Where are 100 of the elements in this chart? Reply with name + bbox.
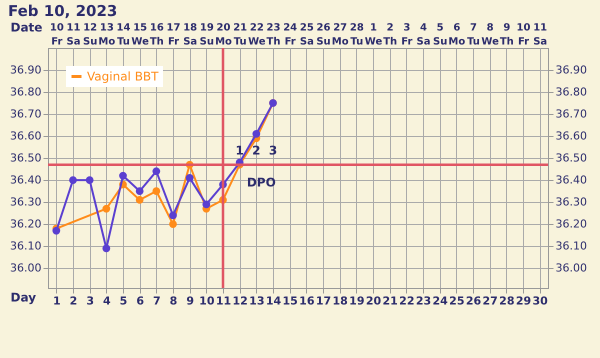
y-tick-label: 36.80 [10, 86, 42, 99]
y-tick-label: 36.20 [10, 218, 42, 231]
y-tick-label: 36.90 [10, 64, 42, 77]
x-tick-label: 17 [316, 294, 332, 308]
x2-tick-label: 23 Th [266, 22, 280, 48]
point [169, 220, 177, 228]
y-tick-label: 36.50 [10, 152, 42, 165]
x-tick-label: 10 [199, 294, 215, 308]
x-tick-label: 30 [532, 294, 548, 308]
x-tick-label: 24 [432, 294, 448, 308]
y2-tick-label: 36.40 [556, 174, 587, 187]
x-tick-label: 14 [266, 294, 282, 308]
y-tick-label: 36.40 [10, 174, 42, 187]
y2-tick-label: 36.00 [556, 262, 587, 275]
y-tick-label: 36.00 [10, 262, 42, 275]
x2-tick-label: 18 Sa [183, 22, 198, 48]
x2-tick-label: 8 We [481, 22, 500, 48]
x-tick-label: 6 [136, 294, 144, 308]
x2-tick-label: 2 Th [383, 22, 398, 48]
x2-tick-label: 11 Sa [66, 22, 80, 48]
point [152, 187, 160, 195]
x-tick-label: 7 [153, 294, 161, 308]
point [52, 226, 60, 235]
x-tick-label: 1 [53, 294, 61, 308]
point [186, 174, 194, 182]
x2-tick-label: 24 Fr [283, 22, 298, 48]
point [136, 187, 144, 195]
annotation: 2 [252, 144, 261, 158]
x-tick-label: 19 [349, 294, 364, 308]
x-tick-label: 29 [516, 294, 532, 308]
x2-tick-label: 5 Su [433, 22, 448, 48]
x-tick-label: 8 [170, 294, 178, 308]
x-tick-label: 23 [416, 294, 432, 308]
point [169, 211, 177, 220]
point [152, 167, 160, 176]
point [202, 200, 210, 208]
x2-tick-label: 9 Th [500, 22, 514, 48]
y2-tick-label: 36.70 [556, 108, 587, 121]
x2-tick-label: 6 Mo [448, 22, 466, 48]
x2-tick-label: 26 Su [316, 22, 331, 48]
y2-tick-label: 36.60 [556, 130, 587, 143]
x2-tick-label: 25 Sa [300, 22, 314, 48]
x2-tick-label: 10 Fr [50, 22, 64, 48]
x-tick-label: 5 [120, 294, 128, 308]
point [69, 176, 77, 184]
point [252, 130, 260, 138]
x-tick-label: 13 [249, 294, 264, 308]
x-tick-label: 22 [399, 294, 414, 308]
x-tick-label: 2 [70, 294, 78, 308]
x-tick-label: 21 [382, 294, 398, 308]
y2-tick-label: 36.80 [556, 86, 587, 99]
y-tick-label: 36.30 [10, 196, 42, 209]
point [102, 204, 110, 213]
x-tick-label: 28 [499, 294, 514, 308]
annotation: 1 [235, 144, 244, 158]
x-tick-label: 9 [186, 294, 194, 308]
x2-tick-label: 17 Fr [166, 22, 180, 48]
x-tick-label: 20 [366, 294, 382, 308]
x-tick-label: 18 [332, 294, 348, 308]
x2-tick-label: 20 Mo [215, 22, 232, 48]
x-tick-label: 4 [103, 294, 112, 308]
x2-tick-label: 1 We [364, 22, 382, 48]
x2-tick-label: 22 We [248, 22, 266, 48]
x-tick-label: 25 [449, 294, 464, 308]
legend-label: Vaginal BBT [87, 70, 160, 84]
x-axis-title: Day [10, 290, 36, 304]
y2-tick-label: 36.90 [556, 64, 587, 77]
chart-title: Feb 10, 2023 [8, 2, 118, 20]
x2-tick-label: 7 Tu [467, 22, 480, 48]
x-tick-label: 16 [299, 294, 315, 308]
point [119, 172, 127, 180]
y2-tick-label: 36.10 [556, 240, 587, 253]
x2-tick-label: 3 Fr [401, 22, 412, 48]
x2-tick-label: 4 Sa [416, 22, 430, 48]
x-tick-label: 26 [466, 294, 482, 308]
y2-tick-label: 36.50 [556, 152, 587, 165]
y2-tick-label: 36.20 [556, 218, 587, 231]
x-tick-label: 27 [482, 294, 498, 308]
x2-tick-label: 27 Mo [332, 22, 349, 48]
y2-tick-label: 36.30 [556, 196, 587, 209]
x2-tick-label: 19 Su [200, 22, 214, 48]
x2-tick-label: 21 Tu [233, 22, 248, 48]
x2-tick-label: 28 Tu [350, 22, 364, 48]
x2-tick-label: 16 Th [150, 22, 164, 48]
x2-tick-label: 15 We [131, 22, 150, 48]
x2-tick-label: 10 Fr [516, 22, 530, 48]
annotation: DPO [246, 176, 276, 190]
x2-tick-label: 13 Mo [98, 22, 116, 48]
y-tick-label: 36.70 [10, 108, 42, 121]
point [136, 196, 144, 204]
point [86, 176, 94, 184]
x-tick-label: 12 [232, 294, 248, 308]
x-tick-label: 15 [282, 294, 298, 308]
x2-axis-title: Date [10, 20, 42, 34]
x-tick-label: 11 [216, 294, 232, 308]
x2-tick-label: 12 Su [83, 22, 98, 48]
x2-tick-label: 11 Sa [533, 22, 548, 48]
point [102, 244, 110, 252]
y-tick-label: 36.10 [10, 240, 42, 253]
annotation: 3 [268, 144, 278, 158]
